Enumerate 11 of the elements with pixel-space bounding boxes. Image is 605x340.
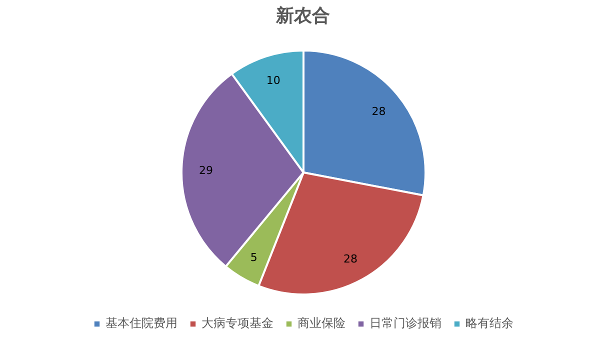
legend-label: 商业保险 xyxy=(298,315,346,332)
legend-label: 大病专项基金 xyxy=(202,315,274,332)
data-label: 29 xyxy=(198,164,213,177)
data-label: 28 xyxy=(372,104,386,118)
legend-label: 基本住院费用 xyxy=(106,315,178,332)
data-label: 10 xyxy=(266,74,280,88)
chart-title: 新农合 xyxy=(275,6,330,26)
legend-label: 略有结余 xyxy=(466,315,514,332)
legend-label: 日常门诊报销 xyxy=(370,315,442,332)
data-label: 5 xyxy=(250,251,258,264)
data-label: 28 xyxy=(344,252,358,266)
